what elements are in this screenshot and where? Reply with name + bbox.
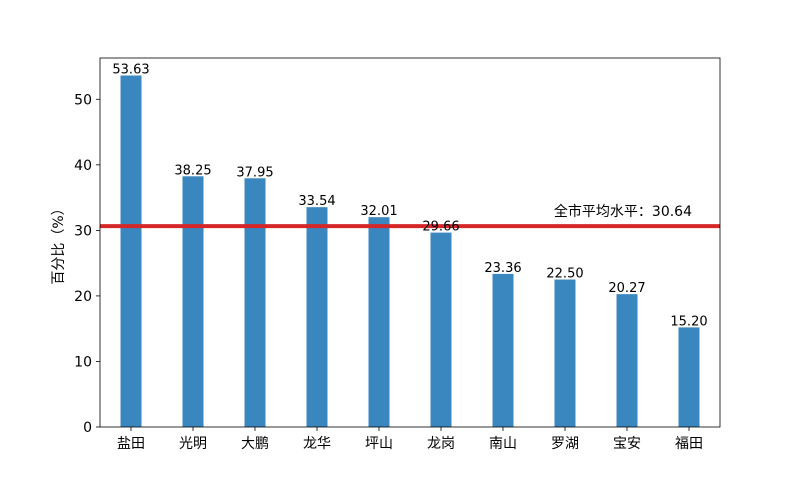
value-label: 37.95 <box>236 165 273 180</box>
bar-盐田 <box>120 75 142 427</box>
y-tick-label: 20 <box>74 289 92 305</box>
bar-坪山 <box>368 217 390 427</box>
bar-宝安 <box>616 294 638 427</box>
plot-frame <box>99 57 721 428</box>
bar-大鹏 <box>244 178 266 427</box>
value-label: 29.66 <box>422 220 459 235</box>
bar-龙华 <box>306 207 328 427</box>
bar-龙岗 <box>430 232 452 427</box>
y-tick-label: 0 <box>83 420 92 436</box>
y-tick-label: 30 <box>74 223 92 239</box>
bar-福田 <box>678 327 700 427</box>
x-tick-label: 光明 <box>179 436 207 452</box>
y-tick-label: 40 <box>74 158 92 174</box>
value-label: 32.01 <box>360 204 397 219</box>
bar-南山 <box>492 273 514 427</box>
bars-layer <box>120 75 700 427</box>
y-tick-label: 50 <box>74 92 92 108</box>
reference-line-layer: 全市平均水平：30.64 <box>100 203 720 229</box>
x-tick-label: 罗湖 <box>551 436 579 452</box>
y-axis-label: 百分比（%） <box>51 201 67 284</box>
value-label: 38.25 <box>174 163 211 178</box>
x-tick-label: 福田 <box>675 436 703 452</box>
value-label: 23.36 <box>484 261 521 276</box>
axes-layer: 盐田 光明 大鹏 龙华 坪山 龙岗 南山 罗湖 宝安 福田 0 10 20 30 40 50 <box>74 57 721 452</box>
value-labels-layer: 53.63 38.25 37.95 33.54 32.01 29.66 23.36 22.50… <box>112 63 707 330</box>
x-tick-label: 大鹏 <box>241 436 269 452</box>
value-label: 33.54 <box>298 194 335 209</box>
x-tick-label: 盐田 <box>117 436 145 452</box>
bar-罗湖 <box>554 279 576 427</box>
y-tick-label: 10 <box>74 354 92 370</box>
value-label: 22.50 <box>546 267 583 282</box>
x-tick-label: 龙岗 <box>427 436 455 452</box>
average-line-label: 全市平均水平：30.64 <box>554 203 692 220</box>
value-label: 20.27 <box>608 281 645 296</box>
x-tick-label: 坪山 <box>365 436 393 452</box>
value-label: 15.20 <box>670 314 707 329</box>
x-tick-label: 南山 <box>489 436 517 452</box>
x-tick-label: 宝安 <box>613 436 641 452</box>
value-label: 53.63 <box>112 63 149 78</box>
bar-光明 <box>182 176 204 427</box>
x-tick-label: 龙华 <box>303 436 331 452</box>
